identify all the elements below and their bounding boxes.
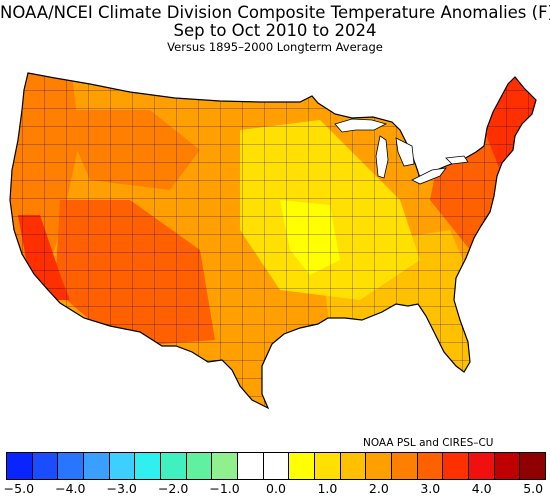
legend-swatch [108, 452, 135, 480]
legend-swatch [83, 452, 109, 480]
legend-swatch [134, 452, 161, 480]
legend-tick-label: 3.0 [420, 481, 441, 496]
lake-ontario [445, 155, 469, 165]
lake-erie [411, 167, 447, 185]
legend-tick-label: 0.0 [266, 481, 286, 496]
legend-swatch [160, 452, 186, 480]
legend-swatch [57, 452, 84, 480]
lake-huron [395, 137, 415, 167]
legend-tick-label: −1.0 [209, 481, 240, 496]
legend-tick-label: 4.0 [471, 481, 492, 496]
legend-swatch [31, 452, 58, 480]
legend-swatch [262, 452, 289, 480]
legend-swatch [493, 452, 520, 480]
credit-text: NOAA PSL and CIRES–CU [363, 437, 494, 449]
legend-swatch [519, 452, 547, 480]
legend-swatch [468, 452, 494, 480]
legend-tick-label: 2.0 [368, 481, 389, 496]
us-outline [9, 72, 537, 410]
legend-swatch [442, 452, 469, 480]
legend-swatch [288, 452, 315, 480]
lake-superior [334, 118, 388, 133]
legend-tick-label: −4.0 [55, 481, 86, 496]
legend-swatch [416, 452, 443, 480]
map-subtitle: Versus 1895–2000 Longterm Average [167, 40, 383, 54]
legend-swatch [6, 452, 32, 480]
legend-ticks: −5.0 −4.0 −3.0 −2.0 −1.0 0.0 1.0 2.0 3.0 4.0 5.0 [3, 481, 546, 497]
legend-swatch [365, 452, 392, 480]
legend-tick-label: 5.0 [523, 481, 544, 496]
legend-swatch [314, 452, 340, 480]
legend-swatch [339, 452, 366, 480]
legend-swatch [185, 452, 212, 480]
color-legend [6, 452, 547, 480]
lake-michigan [375, 135, 389, 179]
legend-tick-label: −5.0 [3, 481, 35, 496]
map-title: NOAA/NCEI Climate Division Composite Tem… [0, 3, 550, 22]
legend-swatch [211, 452, 238, 480]
legend-swatch [391, 452, 417, 480]
legend-swatch [237, 452, 263, 480]
legend-tick-label: −3.0 [106, 481, 137, 496]
us-climate-division-map [9, 72, 537, 410]
map-period: Sep to Oct 2010 to 2024 [173, 21, 377, 40]
legend-tick-label: −2.0 [157, 481, 189, 496]
climate-division-grid [10, 73, 536, 408]
legend-tick-label: 1.0 [317, 481, 338, 496]
